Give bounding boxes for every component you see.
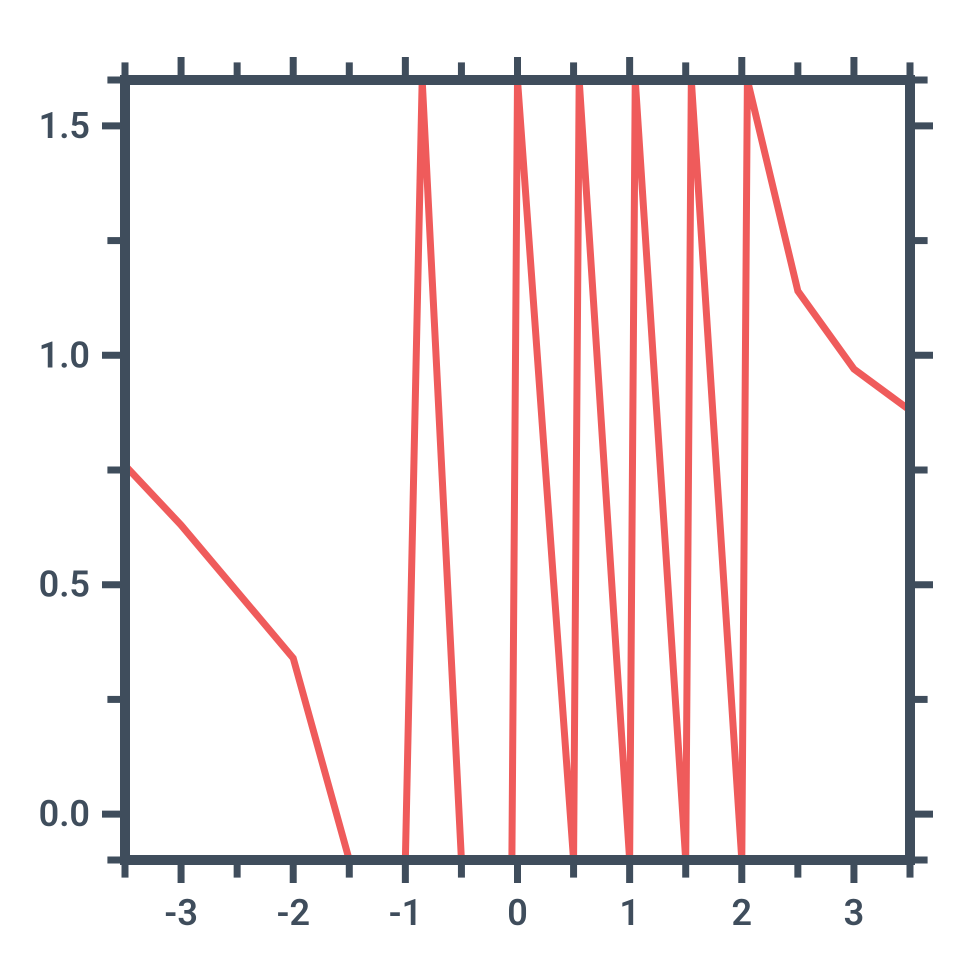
x-tick-label: -3 <box>164 892 198 934</box>
x-tick-label: -1 <box>388 892 422 934</box>
x-tick-label: 0 <box>507 892 528 934</box>
line-chart: -3 -2 -1 0 1 2 3 0.0 0.5 1.0 1.5 <box>0 0 980 980</box>
chart-svg: -3 -2 -1 0 1 2 3 0.0 0.5 1.0 1.5 <box>0 0 980 980</box>
y-tick-label: 0.0 <box>39 793 90 835</box>
x-tick-label: 3 <box>844 892 865 934</box>
y-tick-label: 1.0 <box>39 334 90 376</box>
x-tick-label: -2 <box>276 892 310 934</box>
x-tick-label: 2 <box>731 892 752 934</box>
y-tick-label: 1.5 <box>39 105 90 147</box>
y-tick-label: 0.5 <box>39 564 90 606</box>
x-tick-label: 1 <box>619 892 640 934</box>
